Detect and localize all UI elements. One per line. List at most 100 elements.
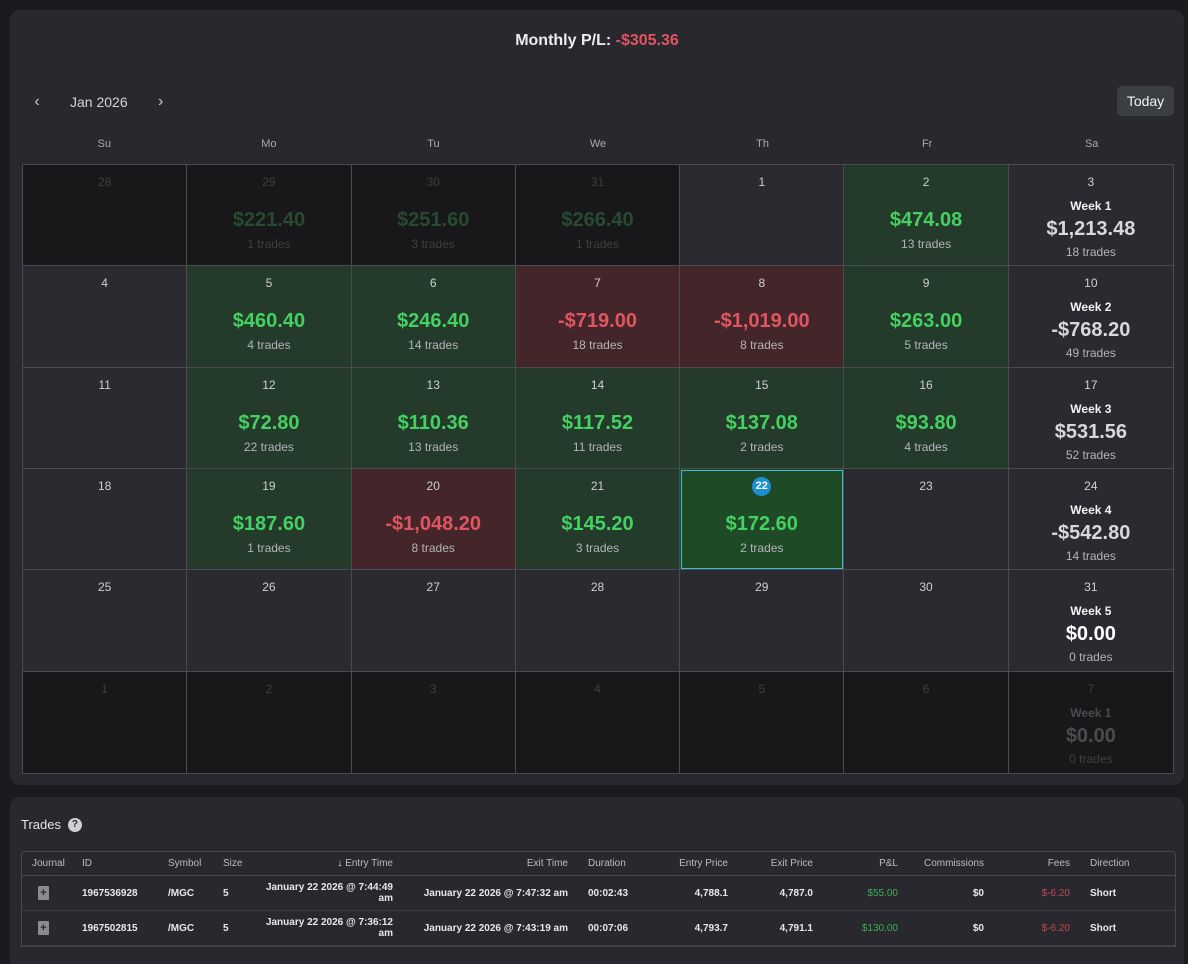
column-header[interactable]: Exit Time <box>526 858 568 869</box>
table-body: +1967536928/MGC 5 January 22 2026 @ 7:44:4… <box>22 876 1175 946</box>
day-trade-count: 14 trades <box>408 338 459 353</box>
journal-doc-icon[interactable]: + <box>38 886 49 900</box>
day-number: 25 <box>97 580 112 595</box>
day-number: 30 <box>919 580 933 595</box>
journal-doc-icon[interactable]: + <box>38 921 49 935</box>
day-trade-count: 8 trades <box>740 338 784 353</box>
column-header[interactable]: Journal <box>32 858 65 869</box>
calendar-day-cell[interactable]: 4 <box>23 266 188 368</box>
calendar-day-cell[interactable]: 22 $172.60 2 trades <box>680 469 845 571</box>
calendar-day-cell[interactable]: 9 $263.00 5 trades <box>844 266 1009 368</box>
calendar-day-cell[interactable]: 4 <box>515 671 681 773</box>
day-number: 15 <box>755 377 769 392</box>
calendar-day-cell[interactable]: 2 <box>187 671 352 773</box>
week-trade-count: 0 trades <box>1069 650 1113 665</box>
day-number: 26 <box>262 580 276 595</box>
week-summary-cell[interactable]: 17 Week 3 $531.56 52 trades <box>1008 367 1173 469</box>
calendar-day-cell[interactable]: 6 <box>844 671 1009 773</box>
column-header[interactable]: Exit Price <box>770 858 813 869</box>
table-row[interactable]: +1967536928/MGC 5 January 22 2026 @ 7:44:4… <box>22 876 1175 911</box>
column-header[interactable]: ID <box>82 858 92 869</box>
day-trade-count: 18 trades <box>572 338 623 353</box>
chevron-left-icon[interactable]: ‹ <box>34 93 40 110</box>
calendar-day-cell[interactable]: 5 <box>680 671 845 773</box>
day-pl: $137.08 <box>725 411 798 434</box>
cell-id: 1967536928 <box>82 887 138 899</box>
week-summary-cell[interactable]: 3 Week 1 $1,213.48 18 trades <box>1008 165 1173 267</box>
cell-pnl: $130.00 <box>861 922 898 934</box>
weekday-label: Tu <box>427 138 440 150</box>
calendar-day-cell[interactable]: 5 $460.40 4 trades <box>187 266 352 368</box>
calendar-day-cell[interactable]: 29 $221.40 1 trades <box>187 165 352 267</box>
day-number: 3 <box>429 681 437 696</box>
calendar-day-cell[interactable]: 25 <box>23 570 188 672</box>
calendar-day-cell[interactable]: 6 $246.40 14 trades <box>351 266 516 368</box>
column-header[interactable]: P&L <box>879 858 898 869</box>
day-number: 4 <box>101 276 108 291</box>
today-button[interactable]: Today <box>1117 86 1174 116</box>
calendar-day-cell[interactable]: 20 -$1,048.20 8 trades <box>351 469 516 571</box>
day-number: 19 <box>262 479 276 493</box>
calendar-day-cell[interactable]: 15 $137.08 2 trades <box>680 367 845 469</box>
day-pl: $263.00 <box>889 310 963 333</box>
column-header[interactable]: Symbol <box>168 858 202 869</box>
monthly-pl-value: -$305.36 <box>615 32 679 49</box>
calendar-day-cell[interactable]: 21 $145.20 3 trades <box>515 469 681 571</box>
column-header[interactable]: Duration <box>588 858 626 869</box>
calendar-day-cell[interactable]: 28 <box>23 165 188 267</box>
week-pl: $0.00 <box>1065 623 1116 646</box>
calendar-day-cell[interactable]: 8 -$1,019.00 8 trades <box>680 266 845 368</box>
cell-symbol: /MGC <box>168 887 195 899</box>
day-pl: -$1,048.20 <box>385 513 482 535</box>
column-header[interactable]: Direction <box>1090 858 1130 869</box>
week-summary-cell[interactable]: 31 Week 5 $0.00 0 trades <box>1008 570 1173 672</box>
day-number: 29 <box>755 580 769 595</box>
column-header[interactable]: Entry Price <box>679 858 728 869</box>
column-header[interactable]: Commissions <box>923 858 984 869</box>
weekday-label: Th <box>756 138 769 150</box>
column-header[interactable]: ↓ Entry Time <box>337 858 393 869</box>
column-header[interactable]: Size <box>223 858 243 869</box>
calendar-day-cell[interactable]: 27 <box>351 570 516 672</box>
day-number: 31 <box>590 175 605 189</box>
help-icon[interactable]: ? <box>67 817 82 832</box>
monthly-pl-label: Monthly P/L: <box>515 32 612 49</box>
day-number: 28 <box>590 580 605 595</box>
calendar-day-cell[interactable]: 1 <box>680 165 845 267</box>
calendar-day-cell[interactable]: 30 $251.60 3 trades <box>351 165 516 267</box>
week-summary-cell[interactable]: 24 Week 4 -$542.80 14 trades <box>1008 469 1173 571</box>
day-trade-count: 2 trades <box>740 439 784 454</box>
table-row[interactable]: +1967502815/MGC 5 January 22 2026 @ 7:36:1… <box>22 911 1175 946</box>
calendar-day-cell[interactable]: 19 $187.60 1 trades <box>187 469 352 571</box>
calendar-day-cell[interactable]: 11 <box>23 367 188 469</box>
cell-direction: Short <box>1090 887 1117 899</box>
chevron-right-icon[interactable]: › <box>157 93 164 110</box>
calendar-day-cell[interactable]: 29 <box>680 570 845 672</box>
calendar-day-cell[interactable]: 2 $474.08 13 trades <box>844 165 1009 267</box>
calendar-day-cell[interactable]: 3 <box>351 671 516 773</box>
day-pl: $246.40 <box>397 310 470 333</box>
cell-entry-time: January 22 2026 @ 7:36:12 am <box>265 917 393 939</box>
calendar-day-cell[interactable]: 13 $110.36 13 trades <box>351 367 516 469</box>
calendar-day-cell[interactable]: 1 <box>23 671 188 773</box>
week-summary-cell[interactable]: 10 Week 2 -$768.20 49 trades <box>1008 266 1173 368</box>
calendar-day-cell[interactable]: 7 -$719.00 18 trades <box>515 266 681 368</box>
day-trade-count: 4 trades <box>247 338 291 353</box>
calendar-day-cell[interactable]: 28 <box>515 570 681 672</box>
day-pl: $474.08 <box>889 209 963 231</box>
day-trade-count: 22 trades <box>243 439 294 454</box>
calendar-day-cell[interactable]: 14 $117.52 11 trades <box>515 367 681 469</box>
calendar-day-cell[interactable]: 26 <box>187 570 352 672</box>
week-trade-count: 49 trades <box>1065 346 1116 361</box>
trades-panel: Trades ? Journal ID Symbol Size ↓ Entry Time… <box>10 797 1184 964</box>
calendar-day-cell[interactable]: 30 <box>844 570 1009 672</box>
cell-size: 5 <box>223 922 229 934</box>
calendar-day-cell[interactable]: 12 $72.80 22 trades <box>187 367 352 469</box>
calendar-day-cell[interactable]: 18 <box>23 469 188 571</box>
calendar-day-cell[interactable]: 16 $93.80 4 trades <box>844 367 1009 469</box>
week-summary-cell[interactable]: 7 Week 1 $0.00 0 trades <box>1008 671 1173 773</box>
calendar-day-cell[interactable]: 23 <box>844 469 1009 571</box>
day-number: 24 <box>1084 479 1098 493</box>
calendar-day-cell[interactable]: 31 $266.40 1 trades <box>515 165 681 267</box>
column-header[interactable]: Fees <box>1047 858 1070 869</box>
